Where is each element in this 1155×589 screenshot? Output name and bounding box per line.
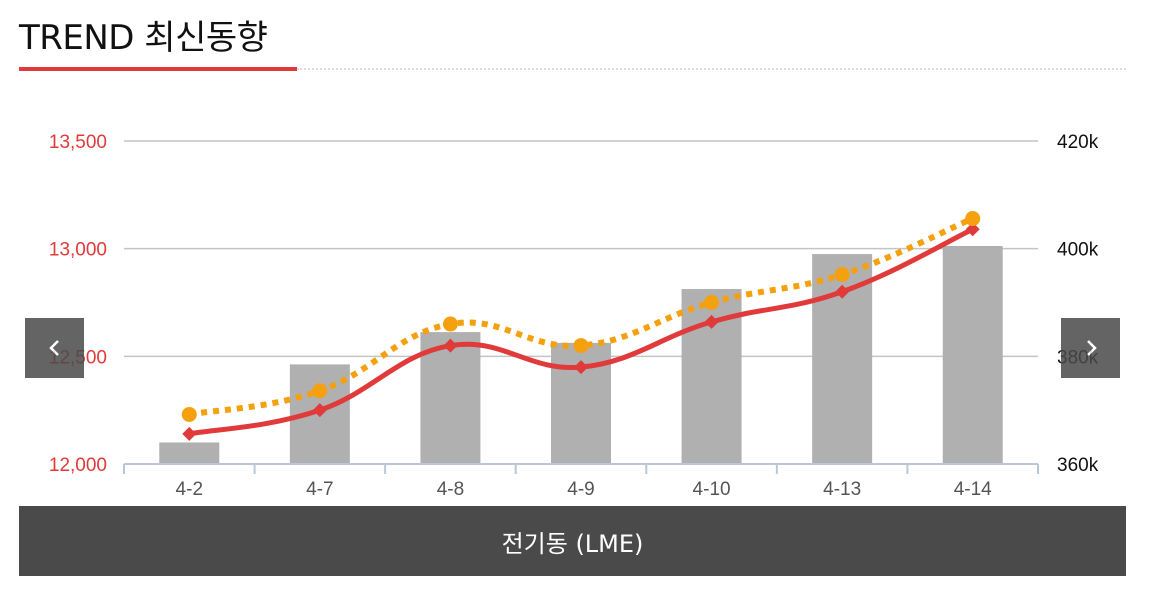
x-tick-label: 4-13 <box>823 479 861 500</box>
x-tick-label: 4-2 <box>176 479 203 500</box>
chevron-left-icon <box>48 340 59 356</box>
bar <box>942 245 1003 464</box>
y-right-tick-label: 420k <box>1057 132 1099 153</box>
y-left-tick-label: 13,500 <box>49 132 107 153</box>
series-point <box>442 316 458 332</box>
x-tick-label: 4-10 <box>693 479 731 500</box>
series-point <box>574 360 588 375</box>
series-point <box>965 222 980 237</box>
title-underline <box>19 67 297 71</box>
x-tick-label: 4-8 <box>437 479 464 500</box>
title-divider <box>297 68 1126 70</box>
x-tick-label: 4-9 <box>567 479 594 500</box>
chevron-right-icon <box>1086 340 1097 356</box>
x-axis <box>123 463 1039 474</box>
series-point <box>704 295 720 310</box>
y-right-tick-label: 360k <box>1057 455 1099 476</box>
series-point <box>181 406 197 422</box>
series-point <box>182 426 197 441</box>
line-series <box>181 211 981 441</box>
y-right-tick-label: 400k <box>1057 240 1099 261</box>
series-point <box>312 383 328 399</box>
x-tick-label: 4-14 <box>954 479 992 500</box>
series-point <box>443 338 458 353</box>
series-point <box>573 338 589 354</box>
chart-caption: 전기동 (LME) <box>501 529 644 558</box>
chart-caption-bar: 전기동 (LME) <box>19 506 1126 576</box>
series-point <box>704 314 719 329</box>
prev-arrow-button[interactable] <box>25 318 84 378</box>
bar-series <box>159 245 1003 464</box>
next-arrow-button[interactable] <box>1061 318 1120 378</box>
y-left-tick-label: 12,000 <box>49 455 107 476</box>
series-point <box>834 267 850 283</box>
series-point <box>312 403 327 418</box>
y-left-tick-label: 13,000 <box>49 240 107 261</box>
grid-lines <box>124 140 1038 358</box>
page-title: TREND 최신동향 <box>19 18 268 58</box>
bar <box>159 442 220 464</box>
bar <box>420 332 481 464</box>
x-tick-label: 4-7 <box>306 479 333 500</box>
series-point <box>835 284 850 299</box>
series-point <box>965 211 981 227</box>
